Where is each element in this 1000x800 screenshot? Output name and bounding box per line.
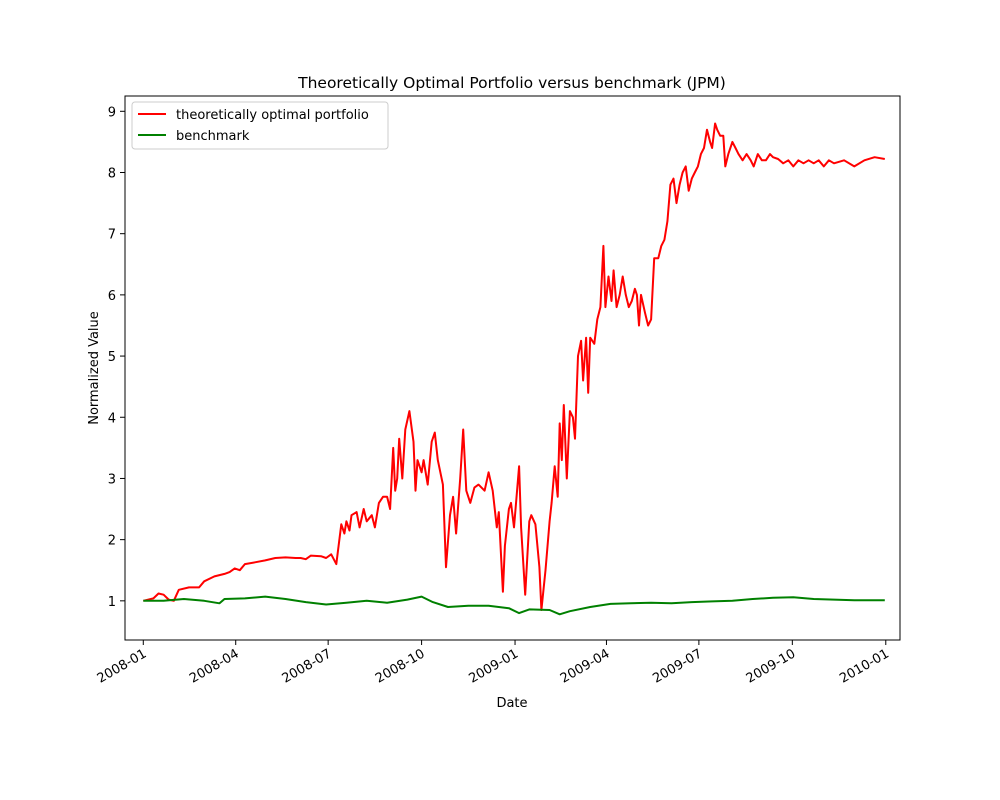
y-tick-label: 2 — [108, 534, 116, 549]
chart-title: Theoretically Optimal Portfolio versus b… — [297, 74, 726, 92]
axes-frame — [124, 95, 901, 641]
y-axis: 1 2 3 4 5 6 7 8 9 — [108, 105, 125, 610]
legend-label-portfolio: theoretically optimal portfolio — [176, 108, 369, 123]
legend: theoretically optimal portfolio benchmar… — [131, 101, 389, 150]
y-tick-label: 4 — [108, 411, 116, 426]
series-line-benchmark — [143, 595, 885, 616]
x-axis-label: Date — [496, 696, 527, 711]
y-tick-label: 8 — [108, 166, 116, 181]
y-tick-label: 5 — [108, 350, 116, 365]
legend-box — [131, 101, 389, 150]
series-layer — [143, 122, 885, 616]
series-line-portfolio — [143, 122, 885, 611]
y-tick-label: 7 — [108, 228, 116, 243]
y-tick-label: 9 — [108, 105, 116, 120]
y-tick-label: 1 — [108, 595, 116, 610]
y-tick-label: 3 — [108, 472, 116, 487]
legend-label-benchmark: benchmark — [176, 129, 250, 144]
plot-area — [124, 95, 901, 641]
y-tick-label: 6 — [108, 289, 116, 304]
y-axis-label: Normalized Value — [87, 311, 102, 425]
